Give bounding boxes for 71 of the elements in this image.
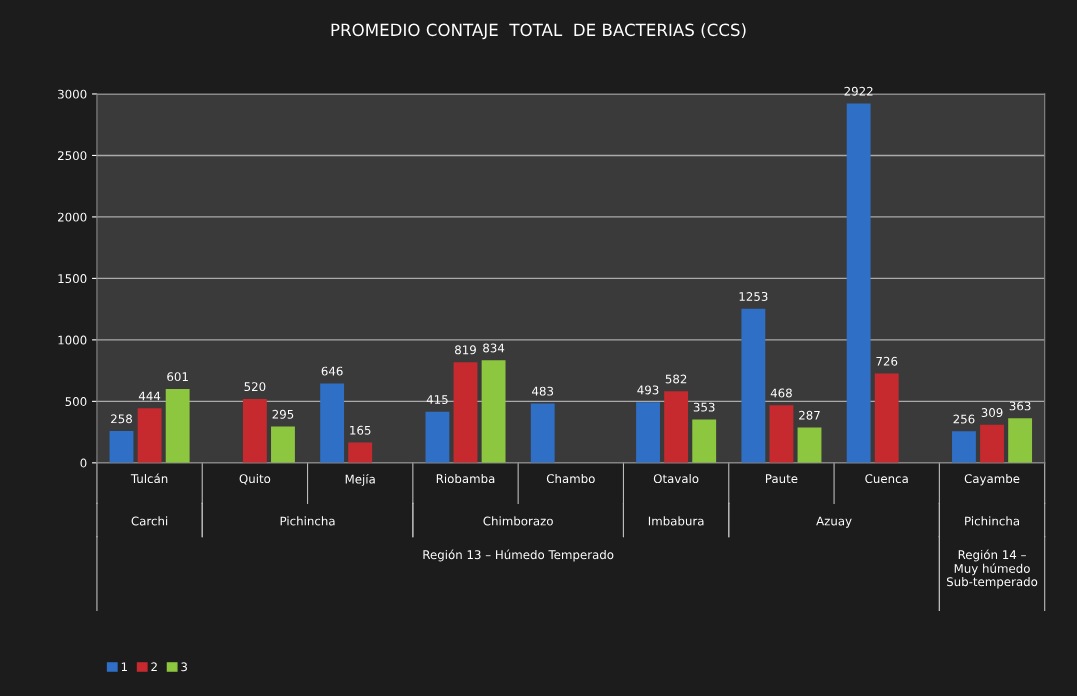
y-tick-label: 1000 [58,335,87,345]
data-label: 646 [321,366,343,376]
bar [769,405,794,463]
bar [481,360,506,463]
bar [530,403,555,463]
text: Pichincha [280,516,335,526]
y-tick-label: 3000 [58,89,87,99]
data-label: 834 [483,343,505,353]
legend-label: 3 [181,662,187,672]
bar [320,383,345,463]
x-tick-label: Mejía [345,473,375,486]
data-label: 493 [637,385,659,395]
data-label: 287 [799,410,820,420]
bar [109,431,134,463]
bar [797,427,822,463]
x-tick-label: Chambo [546,473,595,484]
data-label: 582 [665,374,687,384]
bar [425,411,450,463]
x-tick-label: Quito [239,473,271,485]
bar [952,431,976,463]
data-label: 483 [532,386,554,396]
data-label: 468 [770,388,792,398]
x-tick-label: Paute [765,474,798,484]
legend-label: 1 [121,662,127,672]
x-tick-label: Otavalo [653,473,699,484]
text: Carchi [131,516,168,526]
text: Región 14 – Muy húmedo Sub-temperado [946,549,1038,589]
bar [453,362,478,463]
bar [692,419,717,463]
data-label: 363 [1009,401,1031,411]
data-label: 309 [981,408,1003,417]
text: Chimborazo [483,516,553,526]
bar [741,308,766,463]
bar [242,398,267,463]
x-tick-label: Riobamba [436,473,495,484]
text: Pichincha [965,516,1019,526]
y-tick-label: 2500 [58,151,87,161]
x-tick-label: Cuenca [865,474,908,484]
y-tick-label: 1500 [58,274,87,284]
chart-title: PROMEDIO CONTAJE TOTAL DE BACTERIAS (CCS) [331,23,746,40]
data-label: 256 [953,414,975,424]
data-label: 726 [876,356,898,366]
data-label: 819 [455,345,476,355]
bar [165,388,190,463]
data-label: 520 [244,382,266,392]
bar [1008,418,1033,463]
data-label: 165 [350,425,371,435]
text: Azuay [816,516,852,528]
bar [137,408,162,463]
bar [271,426,295,463]
data-label: 353 [693,402,715,412]
y-tick-label: 2000 [58,212,87,222]
data-label: 258 [111,414,132,424]
bar [664,391,689,463]
bar [874,373,899,463]
bar [846,103,871,463]
x-tick-label: Cayambe [964,473,1020,486]
y-tick-label: 0 [80,458,87,468]
y-tick-label: 500 [65,397,87,407]
data-label: 1253 [739,292,768,301]
bar [348,442,373,463]
data-label: 295 [272,409,294,419]
data-label: 601 [167,372,188,382]
text: Imbabura [648,516,704,526]
data-label: 2922 [844,86,873,96]
data-label: 444 [138,391,161,401]
text: Región 13 – Húmedo Temperado [423,549,614,562]
bar [980,424,1004,463]
x-tick-label: Tulcán [130,473,168,484]
bar [636,402,660,463]
legend-label: 2 [151,662,157,672]
